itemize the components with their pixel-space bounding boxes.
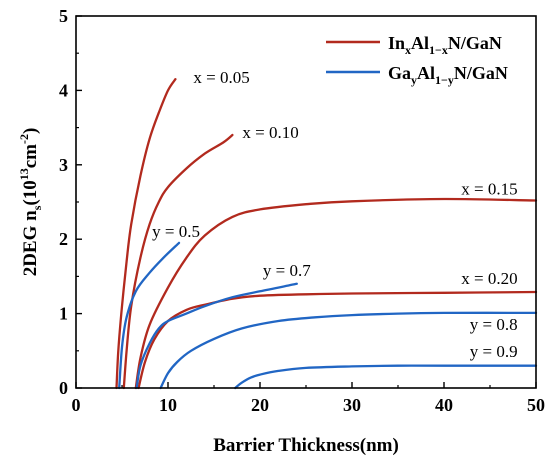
legend-label-gaaln: GayAl1−yN/GaN bbox=[388, 63, 508, 87]
series-label: x = 0.10 bbox=[242, 123, 298, 142]
y-tick-label: 2 bbox=[59, 229, 68, 249]
y-tick-label: 1 bbox=[59, 304, 68, 324]
series-line-x-0-20 bbox=[137, 290, 538, 390]
y-axis-label: 2DEG ns(1013cm-2) bbox=[17, 128, 44, 277]
series-line-x-0-10 bbox=[122, 133, 234, 390]
series-label: y = 0.7 bbox=[263, 261, 311, 280]
legend: InxAl1−xN/GaN GayAl1−yN/GaN bbox=[326, 33, 508, 87]
x-tick-label: 20 bbox=[251, 395, 269, 415]
series-label: y = 0.9 bbox=[470, 342, 518, 361]
series-labels-layer: x = 0.05 x = 0.10 x = 0.15 x = 0.20 y = 0.5 y… bbox=[152, 68, 517, 361]
x-tick-label: 40 bbox=[435, 395, 453, 415]
y-tick-label: 3 bbox=[59, 155, 68, 175]
legend-gaaln-sub1: y bbox=[411, 73, 417, 87]
series-label: y = 0.8 bbox=[470, 315, 518, 334]
legend-label-inaln: InxAl1−xN/GaN bbox=[388, 33, 502, 57]
y-label-mid: (10 bbox=[20, 180, 41, 205]
legend-gaaln-base: Ga bbox=[388, 63, 411, 83]
x-axis-label: Barrier Thickness(nm) bbox=[213, 435, 399, 456]
legend-inaln-mid: Al bbox=[411, 33, 429, 53]
y-tick-label: 5 bbox=[59, 6, 68, 26]
curves-layer bbox=[115, 78, 538, 390]
series-line-x-0-15 bbox=[134, 197, 538, 390]
series-label: x = 0.20 bbox=[461, 269, 517, 288]
legend-inaln-sub2: 1−x bbox=[429, 43, 448, 57]
y-label-sup2: -2 bbox=[17, 134, 31, 144]
x-tick-label: 0 bbox=[72, 395, 81, 415]
legend-gaaln-tail: N/GaN bbox=[454, 63, 508, 83]
y-label-sup1: 13 bbox=[17, 168, 31, 180]
series-line-x-0-05 bbox=[115, 78, 177, 390]
legend-inaln-base: In bbox=[388, 33, 405, 53]
x-tick-label: 50 bbox=[527, 395, 545, 415]
y-label-suffix: ) bbox=[20, 128, 41, 134]
ticks-layer: 0 10 20 30 40 50 0 1 2 3 4 5 bbox=[59, 6, 545, 415]
series-line-y-0-9 bbox=[234, 364, 538, 390]
legend-gaaln-mid: Al bbox=[417, 63, 435, 83]
series-label: y = 0.5 bbox=[152, 222, 200, 241]
y-label-sub: s bbox=[30, 205, 44, 210]
series-label: x = 0.15 bbox=[461, 180, 517, 199]
y-label-prefix: 2DEG n bbox=[20, 210, 41, 276]
legend-inaln-tail: N/GaN bbox=[448, 33, 502, 53]
series-line-y-0-8 bbox=[159, 311, 538, 390]
legend-inaln-sub1: x bbox=[405, 43, 411, 57]
x-tick-label: 10 bbox=[159, 395, 177, 415]
series-line-y-0-5 bbox=[118, 241, 181, 390]
legend-gaaln-sub2: 1−y bbox=[435, 73, 454, 87]
y-label-mid2: cm bbox=[20, 144, 41, 168]
y-tick-label: 4 bbox=[59, 80, 68, 100]
x-tick-label: 30 bbox=[343, 395, 361, 415]
series-label: x = 0.05 bbox=[193, 68, 249, 87]
series-line-y-0-7 bbox=[135, 282, 298, 390]
y-tick-label: 0 bbox=[59, 378, 68, 398]
